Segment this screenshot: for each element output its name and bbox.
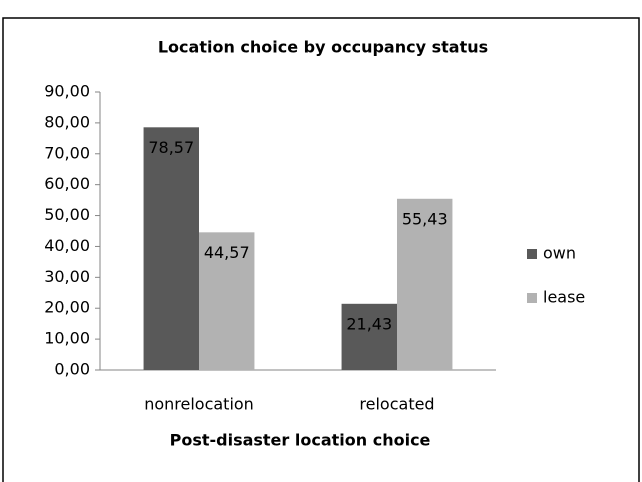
y-tick-label: 80,00 — [44, 112, 90, 131]
y-tick-label: 30,00 — [44, 267, 90, 286]
y-tick-label: 50,00 — [44, 205, 90, 224]
data-label: 21,43 — [346, 314, 392, 333]
legend-swatch — [527, 293, 537, 303]
bar — [341, 303, 397, 370]
x-axis-title: Post-disaster location choice — [170, 431, 431, 450]
bar — [143, 127, 199, 370]
x-tick-label: relocated — [359, 395, 434, 414]
x-tick-label: nonrelocation — [144, 395, 254, 414]
y-tick-label: 0,00 — [54, 360, 90, 379]
y-tick-label: 10,00 — [44, 329, 90, 348]
legend-swatch — [527, 249, 537, 259]
data-label: 78,57 — [148, 138, 194, 157]
legend-label: lease — [543, 288, 585, 307]
y-tick-label: 20,00 — [44, 298, 90, 317]
bar — [397, 198, 453, 370]
bar — [199, 232, 255, 370]
data-label: 44,57 — [204, 243, 250, 262]
y-tick-label: 90,00 — [44, 82, 90, 101]
data-label: 55,43 — [402, 209, 448, 228]
y-tick-label: 60,00 — [44, 174, 90, 193]
y-tick-label: 40,00 — [44, 236, 90, 255]
legend-label: own — [543, 244, 576, 263]
chart-title: Location choice by occupancy status — [158, 38, 488, 57]
y-tick-label: 70,00 — [44, 143, 90, 162]
